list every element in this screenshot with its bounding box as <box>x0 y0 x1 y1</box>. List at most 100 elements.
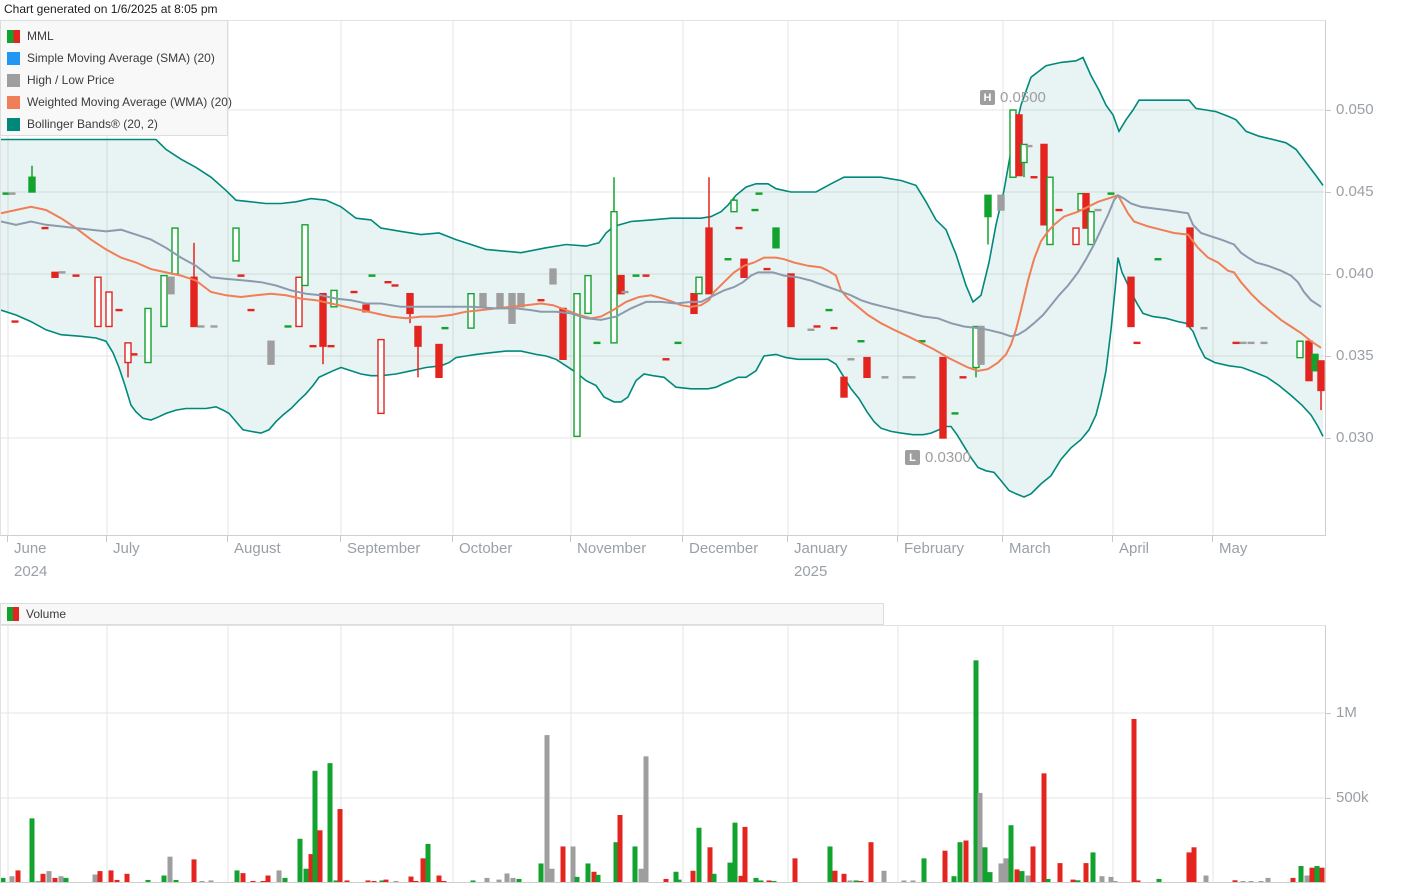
volume-bar <box>1045 878 1051 882</box>
legend-item-bollinger[interactable]: Bollinger Bands® (20, 2) <box>7 113 227 135</box>
sma-series-icon <box>7 51 20 65</box>
volume-bar <box>441 881 447 882</box>
volume-bar <box>420 858 426 882</box>
price-dash <box>1247 341 1255 345</box>
volume-bar <box>297 838 303 882</box>
month-tick <box>452 536 453 542</box>
candlestick <box>939 356 947 439</box>
price-chart-panel[interactable] <box>0 20 1326 536</box>
wma-series-icon <box>7 95 20 109</box>
price-dash <box>1094 208 1102 212</box>
volume-bar <box>977 792 983 882</box>
volume-bar <box>881 870 887 882</box>
volume-bar <box>1135 880 1141 882</box>
volume-bar <box>1041 773 1047 882</box>
volume-bar <box>1090 852 1096 882</box>
volume-bar <box>1131 718 1137 882</box>
month-tick <box>897 536 898 542</box>
volume-bar <box>1290 877 1296 882</box>
year-label: 2025 <box>794 563 828 580</box>
candlestick <box>787 273 795 328</box>
volume-bar <box>707 847 713 882</box>
price-dash <box>1030 176 1038 179</box>
volume-bar <box>436 875 442 882</box>
volume-bar <box>265 875 271 882</box>
highlow-bar <box>479 292 487 308</box>
month-label: March <box>1009 540 1051 557</box>
legend-item-sma[interactable]: Simple Moving Average (SMA) (20) <box>7 47 227 69</box>
candlestick <box>301 224 309 287</box>
volume-bar <box>327 763 333 882</box>
price-dash <box>197 325 205 328</box>
volume-bar <box>393 880 399 882</box>
month-label: August <box>234 540 281 557</box>
legend-item-highlow[interactable]: High / Low Price <box>7 69 227 91</box>
price-axis-label: 0.045 <box>1336 183 1374 200</box>
price-dash <box>813 325 821 328</box>
volume-bar <box>676 879 682 882</box>
volume-bar <box>951 876 957 882</box>
price-axis-tick <box>1326 110 1331 111</box>
volume-bar <box>901 880 907 882</box>
price-dash <box>247 308 255 312</box>
price-dash <box>755 192 763 195</box>
price-dash <box>735 226 743 230</box>
volume-bar <box>35 880 41 882</box>
price-dash <box>537 299 545 302</box>
legend-item-wma[interactable]: Weighted Moving Average (WMA) (20) <box>7 91 232 113</box>
candlestick <box>232 227 240 262</box>
volume-bar <box>484 877 490 882</box>
volume-bar <box>1099 876 1105 882</box>
month-tick <box>1002 536 1003 542</box>
volume-bar <box>711 873 717 882</box>
volume-bar <box>1304 875 1310 882</box>
volume-bar <box>167 856 173 882</box>
month-label: April <box>1119 540 1150 557</box>
candlestick <box>319 292 327 347</box>
volume-bar <box>832 870 838 882</box>
price-dash <box>1232 341 1240 345</box>
price-dash <box>309 344 317 348</box>
volume-bar <box>1112 880 1118 882</box>
volume-bar <box>1083 863 1089 882</box>
candlestick <box>406 292 414 315</box>
price-dash <box>825 308 833 312</box>
volume-panel[interactable] <box>0 625 1326 883</box>
month-label: February <box>904 540 965 557</box>
price-axis-label: 0.050 <box>1336 101 1374 118</box>
month-tick <box>1112 536 1113 542</box>
legend-item-mml[interactable]: MML <box>7 25 227 47</box>
month-tick <box>570 536 571 542</box>
price-dash <box>642 274 650 277</box>
candlestick <box>705 227 713 295</box>
low-marker-value: 0.0300 <box>925 449 971 466</box>
price-dash <box>902 376 910 379</box>
low-marker-icon: L <box>905 450 920 465</box>
price-dash <box>1154 258 1162 261</box>
volume-bar <box>1258 881 1264 882</box>
price-dash <box>830 326 838 330</box>
candlestick <box>863 356 871 379</box>
volume-bar <box>690 870 696 882</box>
volume-bar <box>337 809 343 882</box>
month-tick <box>106 536 107 542</box>
candlestick <box>730 199 738 213</box>
candlestick <box>1046 176 1054 246</box>
volume-bar <box>260 881 266 882</box>
volume-bar <box>617 815 623 882</box>
candlestick <box>377 338 385 415</box>
month-tick <box>7 536 8 542</box>
volume-bar <box>638 868 644 882</box>
volume-bar <box>365 880 371 882</box>
volume-bar <box>738 875 744 882</box>
candlestick <box>1311 353 1319 372</box>
price-dash <box>210 325 218 328</box>
volume-bar <box>538 863 544 882</box>
candlestick <box>1072 227 1080 246</box>
volume-bar <box>1070 879 1076 882</box>
candlestick <box>414 325 422 347</box>
price-axis-tick <box>1326 274 1331 275</box>
bollinger-upper-line <box>1 56 1324 304</box>
legend-label-mml: MML <box>27 29 54 43</box>
